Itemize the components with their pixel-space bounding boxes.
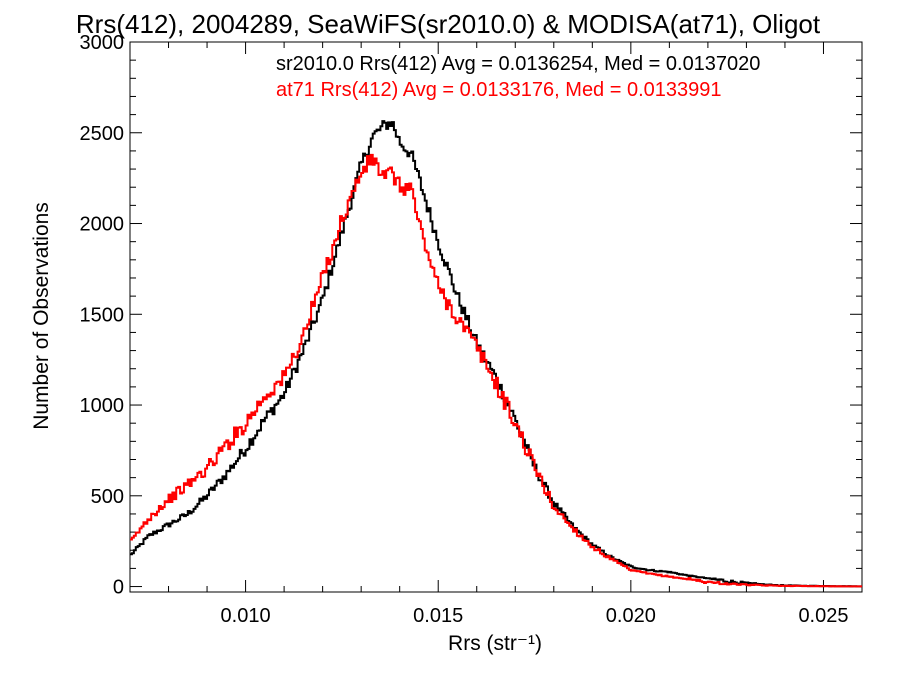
y-tick-label: 1500 xyxy=(80,304,125,326)
y-tick-label: 0 xyxy=(113,577,124,599)
x-axis-label: Rrs (str⁻¹) xyxy=(448,632,542,655)
y-axis-label: Number of Observations xyxy=(30,202,53,430)
x-tick-label: 0.010 xyxy=(221,605,271,627)
chart-title: Rrs(412), 2004289, SeaWiFS(sr2010.0) & M… xyxy=(76,9,821,39)
legend-entry-2: at71 Rrs(412) Avg = 0.0133176, Med = 0.0… xyxy=(276,79,722,101)
axis-ticks xyxy=(129,41,863,592)
legend-entry-1: sr2010.0 Rrs(412) Avg = 0.0136254, Med =… xyxy=(276,53,760,75)
y-tick-label: 3000 xyxy=(80,32,125,54)
y-tick-label: 2500 xyxy=(80,123,125,145)
legend: sr2010.0 Rrs(412) Avg = 0.0136254, Med =… xyxy=(276,53,760,101)
plot-frame xyxy=(129,41,863,593)
y-tick-label: 500 xyxy=(91,486,124,508)
x-tick-label: 0.025 xyxy=(798,605,848,627)
series-line-2 xyxy=(130,153,862,588)
x-tick-label: 0.015 xyxy=(413,605,463,627)
y-tick-label: 2000 xyxy=(80,214,125,236)
x-tick-label: 0.020 xyxy=(606,605,656,627)
y-tick-label: 1000 xyxy=(80,395,125,417)
axis-tick-labels: 0.010 0.015 0.020 0.025 0 500 1000 1500 2000 2500… xyxy=(80,32,849,627)
series-layer xyxy=(130,120,862,588)
series-line-1 xyxy=(130,120,862,588)
